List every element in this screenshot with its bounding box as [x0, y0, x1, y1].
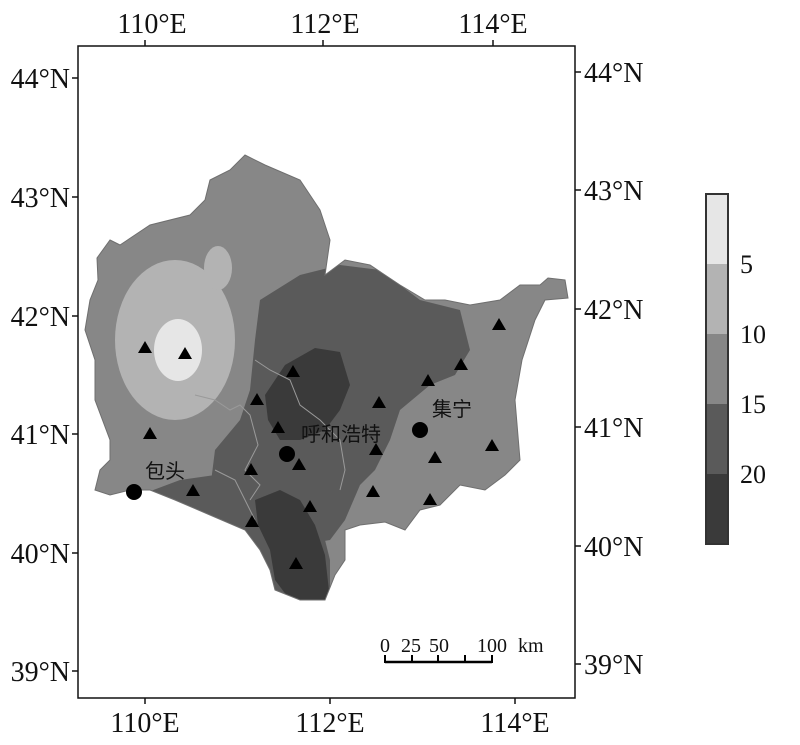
zone-5-10-north	[204, 246, 232, 290]
right-lat-label: 41°N	[584, 413, 643, 444]
legend-swatch	[706, 264, 728, 334]
scale-tick-label: 50	[429, 635, 449, 657]
city-label-jining: 集宁	[432, 397, 472, 421]
bottom-lon-label: 114°E	[480, 708, 549, 739]
city-marker-baotou	[126, 484, 142, 500]
scale-tick-label: 100	[477, 635, 507, 657]
city-label-hohhot: 呼和浩特	[301, 422, 381, 446]
left-lat-label: 39°N	[11, 657, 70, 688]
legend-swatch	[706, 404, 728, 474]
right-lat-label: 40°N	[584, 532, 643, 563]
top-lon-label: 110°E	[117, 9, 186, 40]
stations	[138, 318, 506, 569]
axis-ticks	[72, 40, 581, 704]
left-lat-label: 44°N	[11, 64, 70, 95]
city-marker-jining	[412, 422, 428, 438]
admin-boundaries	[194, 359, 346, 521]
legend-label: 15	[740, 390, 766, 419]
legend-label: 5	[740, 250, 753, 279]
zone-20-plus	[265, 348, 350, 440]
legend-label: 20	[740, 460, 766, 489]
legend-label: 10	[740, 320, 766, 349]
legend-swatch	[706, 474, 728, 544]
left-lat-label: 41°N	[11, 420, 70, 451]
right-lat-label: 42°N	[584, 295, 643, 326]
scale-tick-label: 25	[401, 635, 421, 657]
top-lon-label: 114°E	[458, 9, 527, 40]
legend-swatch	[706, 334, 728, 404]
scale-bar: 0 25 50 100 km	[380, 635, 544, 664]
left-lat-label: 40°N	[11, 539, 70, 570]
right-lat-label: 43°N	[584, 176, 643, 207]
left-lat-label: 43°N	[11, 183, 70, 214]
zone-below-5	[154, 319, 202, 381]
bottom-lon-label: 110°E	[110, 708, 179, 739]
city-label-baotou: 包头	[145, 459, 185, 483]
legend-swatch	[706, 194, 728, 264]
city-marker-hohhot	[279, 446, 295, 462]
bottom-lon-label: 112°E	[295, 708, 364, 739]
scale-unit-label: km	[518, 635, 544, 657]
scale-tick-label: 0	[380, 635, 390, 657]
top-lon-label: 112°E	[290, 9, 359, 40]
right-lat-label: 39°N	[584, 650, 643, 681]
left-lat-label: 42°N	[11, 302, 70, 333]
legend: 5 10 15 20	[705, 193, 766, 545]
region-outline	[84, 154, 569, 601]
legend-frame	[705, 193, 729, 545]
right-lat-label: 44°N	[584, 58, 643, 89]
zone-20-plus-south	[255, 490, 330, 600]
